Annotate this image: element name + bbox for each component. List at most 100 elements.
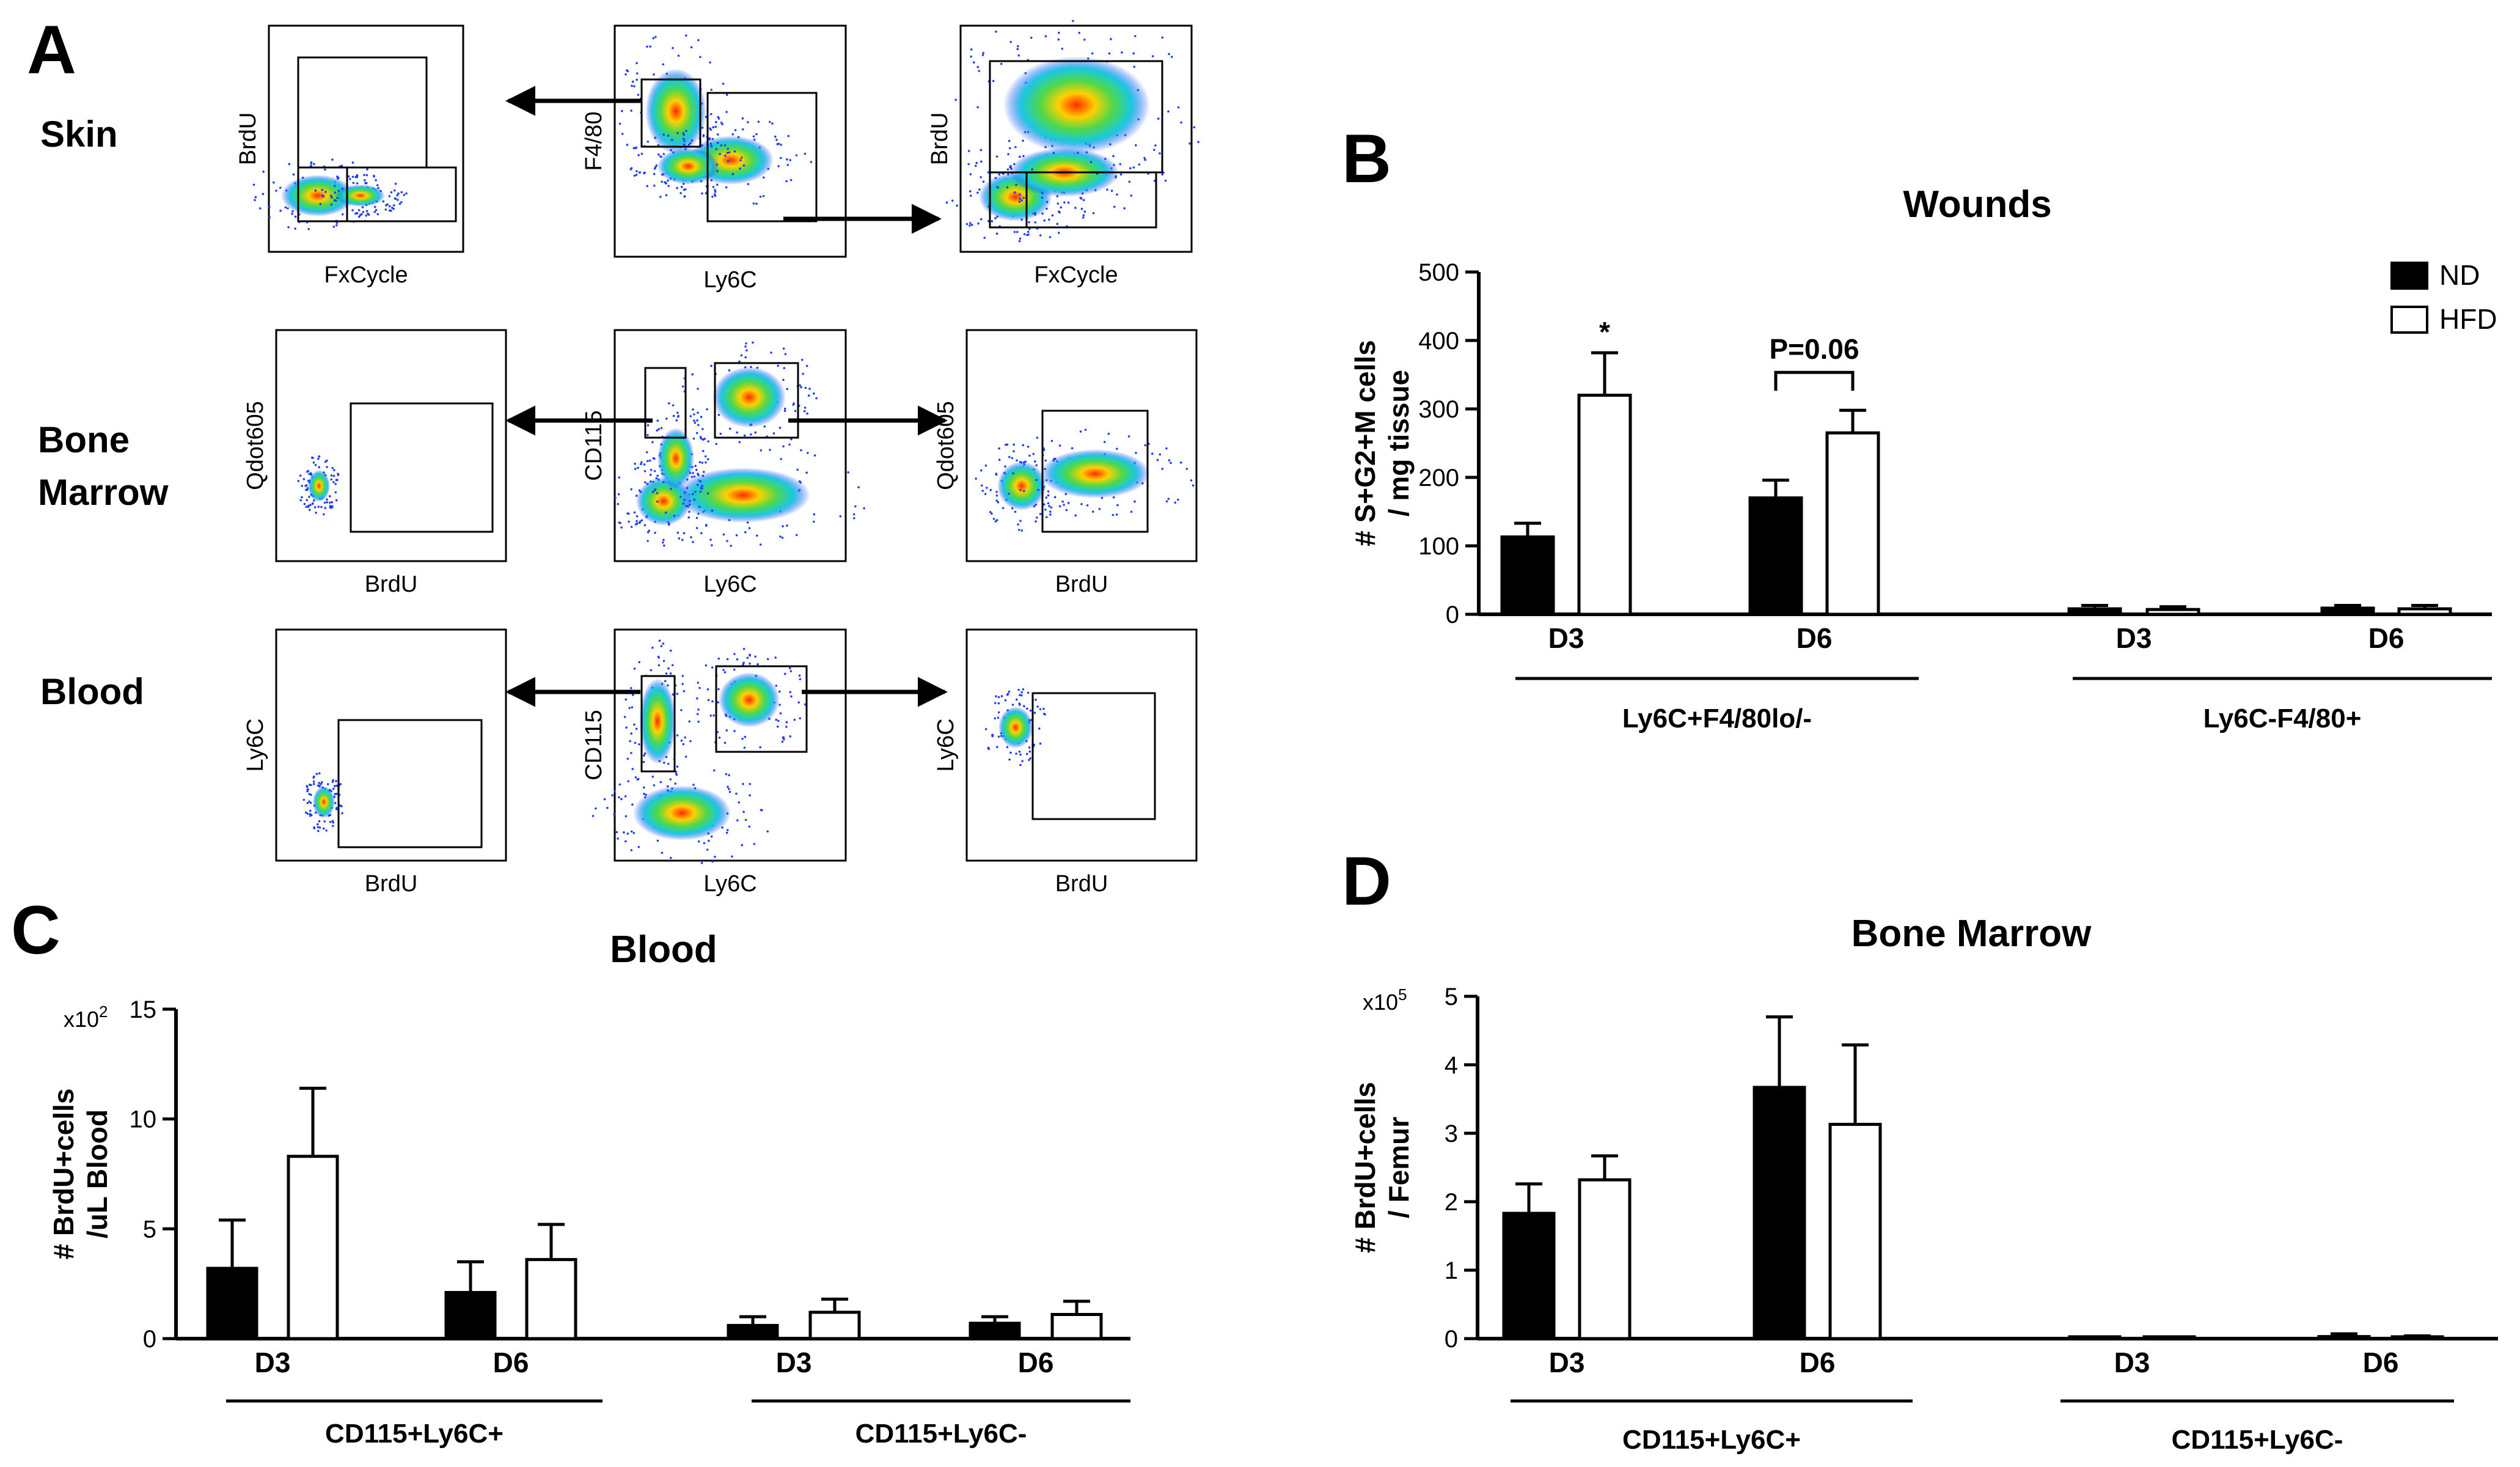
flow-density-cloud [984,688,1046,767]
flow-event-dot [640,152,643,155]
flow-event-dot [628,707,631,710]
flow-event-dot [712,714,715,717]
flow-event-dot [306,785,308,787]
flow-gate [706,92,818,222]
flow-event-dot [365,214,368,217]
flow-event-dot [703,471,705,473]
flow-event-dot [1134,35,1137,37]
flow-event-dot [322,195,324,198]
category-label: D3 [2116,622,2152,654]
flow-event-dot [714,194,717,197]
flow-event-dot [695,468,698,471]
flow-event-dot [783,410,786,413]
flow-gate [640,675,676,773]
flow-event-dot [742,782,744,785]
flow-event-dot [624,795,627,798]
flow-event-dot [969,173,972,175]
flow-event-dot [1074,207,1077,209]
flow-event-dot [307,506,310,508]
flow-event-dot [703,842,706,845]
flow-event-dot [991,734,994,737]
flow-event-dot [692,437,695,440]
flow-event-dot [1108,52,1111,55]
flow-event-dot [687,516,690,519]
flow-event-dot [692,540,694,543]
flow-event-dot [318,466,321,469]
y-axis-label-line2: / mg tissue [1383,370,1415,517]
flow-event-dot [1027,691,1030,694]
flow-event-dot [1006,746,1009,748]
flow-event-dot [1019,763,1022,767]
flow-event-dot [976,191,979,194]
category-label: D6 [2363,1347,2399,1378]
flow-event-dot [375,208,378,211]
flow-event-dot [742,811,745,814]
flow-event-dot [617,502,620,506]
y-axis-label-line1: # BrdU+cells [1349,1082,1381,1253]
flow-event-dot [982,180,985,183]
flow-event-dot [681,385,684,388]
flow-event-dot [995,232,998,235]
flow-event-dot [620,526,623,529]
flow-event-dot [697,424,700,427]
flow-event-dot [308,800,310,803]
flow-event-dot [297,480,300,482]
flow-event-dot [813,392,815,395]
flow-event-dot [698,506,701,509]
bar-nd-d6 [444,1291,497,1340]
flow-event-dot [330,194,332,197]
flow-event-dot [660,645,663,647]
flow-event-dot [975,161,978,164]
flow-event-dot [332,226,335,228]
flow-event-dot [813,454,816,457]
flow-event-dot [640,519,643,522]
flow-event-dot [626,144,629,146]
flow-density-core [636,477,691,526]
flow-event-dot [852,513,855,516]
flow-event-dot [1002,507,1005,510]
flow-event-dot [675,419,678,422]
flow-event-dot [662,660,665,663]
flow-event-dot [1079,430,1082,433]
flow-event-dot [697,39,700,42]
flow-event-dot [630,526,633,528]
flow-event-dot [1006,693,1009,696]
flow-event-dot [695,432,698,435]
flow-event-dot [625,73,627,76]
flow-event-dot [1008,690,1011,693]
flow-event-dot [1033,711,1036,715]
flow-event-dot [725,831,728,834]
flow-event-dot [1029,709,1032,712]
flow-event-dot [706,458,709,461]
flow-event-dot [716,183,719,186]
flow-event-dot [739,167,742,170]
flow-event-dot [333,185,336,187]
flow-event-dot [731,855,733,858]
legend-swatch-nd [2390,262,2428,290]
flow-event-dot [649,480,652,483]
bar-nd-d3 [2067,607,2122,616]
flow-event-dot [1016,230,1019,233]
flow-event-dot [335,807,338,809]
flow-event-dot [728,774,730,776]
flow-y-axis-label: CD115 [581,710,607,780]
flow-event-dot [322,827,325,830]
flow-event-dot [335,792,338,795]
flow-event-dot [1039,742,1042,745]
flow-event-dot [1058,444,1061,447]
flow-event-dot [1026,707,1028,710]
flow-event-dot [847,471,849,474]
flow-event-dot [1057,38,1060,41]
flow-event-dot [682,138,685,140]
flow-event-dot [340,164,343,167]
flow-event-dot [777,364,780,367]
category-label: D6 [1018,1347,1054,1378]
flow-event-dot [992,518,995,520]
flow-event-dot [709,142,712,145]
category-label: D6 [493,1347,529,1378]
flow-event-dot [351,209,354,211]
flow-event-dot [853,517,855,520]
flow-event-dot [657,153,660,156]
flow-event-dot [331,501,334,504]
flow-event-dot [1049,236,1052,238]
